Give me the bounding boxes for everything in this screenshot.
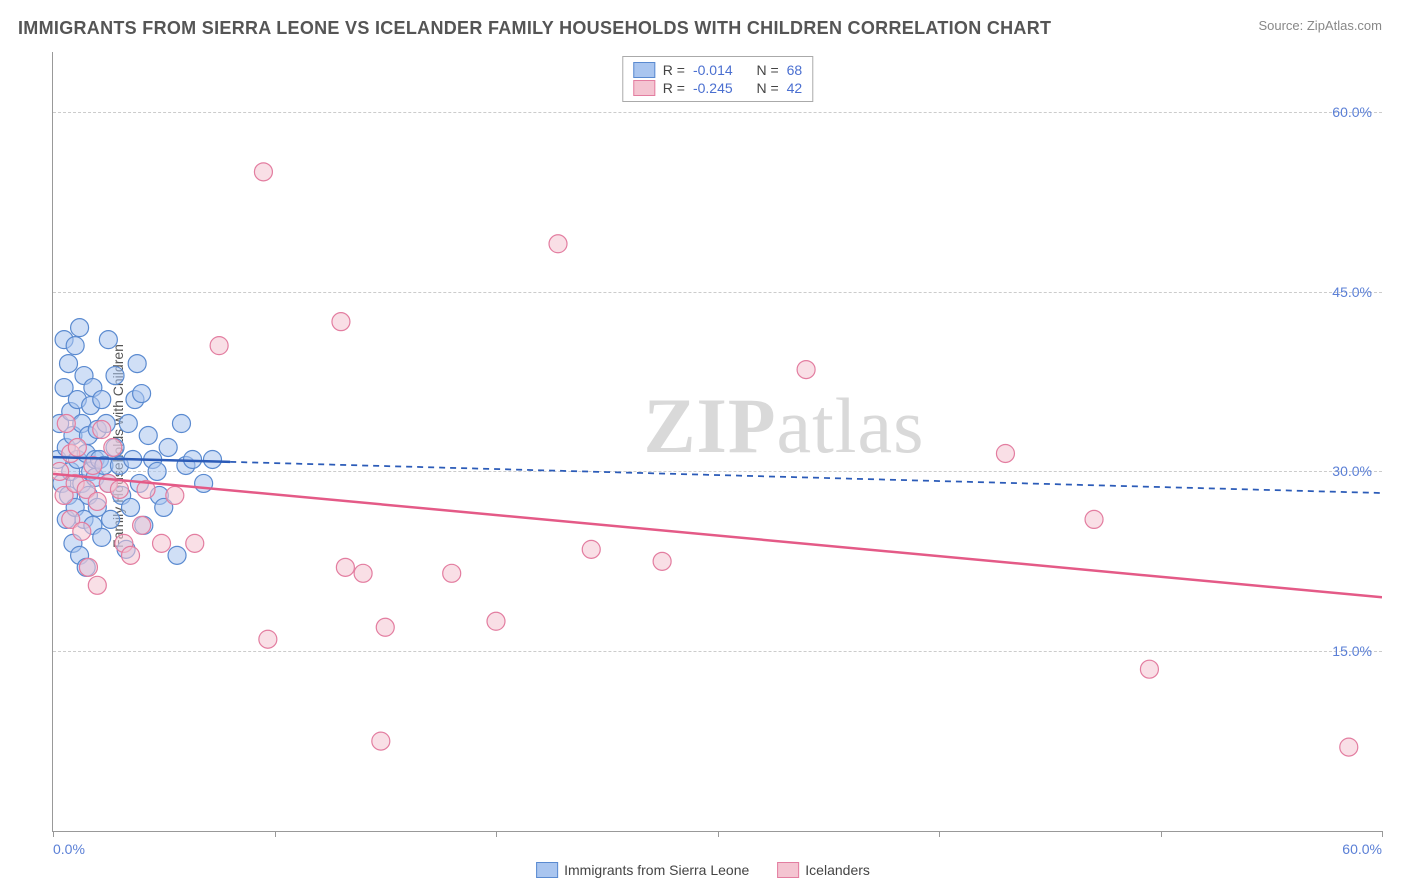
data-point bbox=[122, 546, 140, 564]
data-point bbox=[133, 516, 151, 534]
data-point bbox=[139, 427, 157, 445]
data-point bbox=[68, 438, 86, 456]
legend-item: Immigrants from Sierra Leone bbox=[536, 862, 749, 878]
data-point bbox=[102, 510, 120, 528]
data-point bbox=[93, 528, 111, 546]
legend-series-name: Immigrants from Sierra Leone bbox=[564, 862, 749, 878]
data-point bbox=[172, 415, 190, 433]
data-point bbox=[582, 540, 600, 558]
data-point bbox=[203, 450, 221, 468]
data-point bbox=[259, 630, 277, 648]
data-point bbox=[128, 355, 146, 373]
chart-title: IMMIGRANTS FROM SIERRA LEONE VS ICELANDE… bbox=[18, 18, 1051, 39]
data-point bbox=[93, 391, 111, 409]
data-point bbox=[71, 319, 89, 337]
n-value: 68 bbox=[787, 62, 803, 78]
legend-item: Icelanders bbox=[777, 862, 870, 878]
x-tick-mark bbox=[1161, 831, 1162, 837]
data-point bbox=[119, 415, 137, 433]
data-point bbox=[168, 546, 186, 564]
data-point bbox=[73, 522, 91, 540]
trend-line bbox=[53, 474, 1382, 597]
x-tick-mark bbox=[939, 831, 940, 837]
x-axis-min-label: 0.0% bbox=[53, 841, 85, 857]
data-point bbox=[653, 552, 671, 570]
data-point bbox=[797, 361, 815, 379]
data-point bbox=[210, 337, 228, 355]
correlation-legend: R = -0.014 N = 68 R = -0.245 N = 42 bbox=[622, 56, 813, 102]
x-tick-mark bbox=[275, 831, 276, 837]
legend-swatch bbox=[536, 862, 558, 878]
data-point bbox=[372, 732, 390, 750]
x-tick-mark bbox=[496, 831, 497, 837]
legend-row: R = -0.014 N = 68 bbox=[633, 61, 802, 79]
r-label: R = bbox=[663, 62, 685, 78]
data-point bbox=[254, 163, 272, 181]
legend-swatch bbox=[633, 62, 655, 78]
legend-swatch bbox=[777, 862, 799, 878]
data-point bbox=[1085, 510, 1103, 528]
data-point bbox=[443, 564, 461, 582]
data-point bbox=[79, 558, 97, 576]
data-point bbox=[99, 331, 117, 349]
data-point bbox=[104, 438, 122, 456]
data-point bbox=[195, 474, 213, 492]
x-tick-mark bbox=[718, 831, 719, 837]
data-point bbox=[53, 462, 69, 480]
legend-row: R = -0.245 N = 42 bbox=[633, 79, 802, 97]
n-label: N = bbox=[756, 62, 778, 78]
n-label: N = bbox=[756, 80, 778, 96]
data-point bbox=[354, 564, 372, 582]
scatter-plot-svg bbox=[53, 52, 1382, 831]
data-point bbox=[159, 438, 177, 456]
data-point bbox=[106, 367, 124, 385]
data-point bbox=[336, 558, 354, 576]
data-point bbox=[66, 337, 84, 355]
data-point bbox=[487, 612, 505, 630]
data-point bbox=[153, 534, 171, 552]
data-point bbox=[88, 576, 106, 594]
data-point bbox=[57, 415, 75, 433]
data-point bbox=[148, 462, 166, 480]
data-point bbox=[1140, 660, 1158, 678]
x-axis-max-label: 60.0% bbox=[1342, 841, 1382, 857]
x-tick-mark bbox=[53, 831, 54, 837]
legend-swatch bbox=[633, 80, 655, 96]
x-tick-mark bbox=[1382, 831, 1383, 837]
r-value: -0.245 bbox=[693, 80, 733, 96]
legend-series-name: Icelanders bbox=[805, 862, 870, 878]
series-legend: Immigrants from Sierra Leone Icelanders bbox=[536, 862, 870, 878]
n-value: 42 bbox=[787, 80, 803, 96]
data-point bbox=[122, 498, 140, 516]
data-point bbox=[376, 618, 394, 636]
data-point bbox=[166, 486, 184, 504]
chart-plot-area: ZIPatlas 15.0%30.0%45.0%60.0% 0.0% 60.0%… bbox=[52, 52, 1382, 832]
data-point bbox=[332, 313, 350, 331]
r-value: -0.014 bbox=[693, 62, 733, 78]
source-attribution: Source: ZipAtlas.com bbox=[1258, 18, 1382, 33]
trend-line-extrapolated bbox=[230, 462, 1382, 493]
data-point bbox=[60, 355, 78, 373]
data-point bbox=[549, 235, 567, 253]
data-point bbox=[186, 534, 204, 552]
data-point bbox=[996, 444, 1014, 462]
data-point bbox=[110, 480, 128, 498]
r-label: R = bbox=[663, 80, 685, 96]
data-point bbox=[88, 492, 106, 510]
data-point bbox=[133, 385, 151, 403]
data-point bbox=[93, 421, 111, 439]
data-point bbox=[1340, 738, 1358, 756]
